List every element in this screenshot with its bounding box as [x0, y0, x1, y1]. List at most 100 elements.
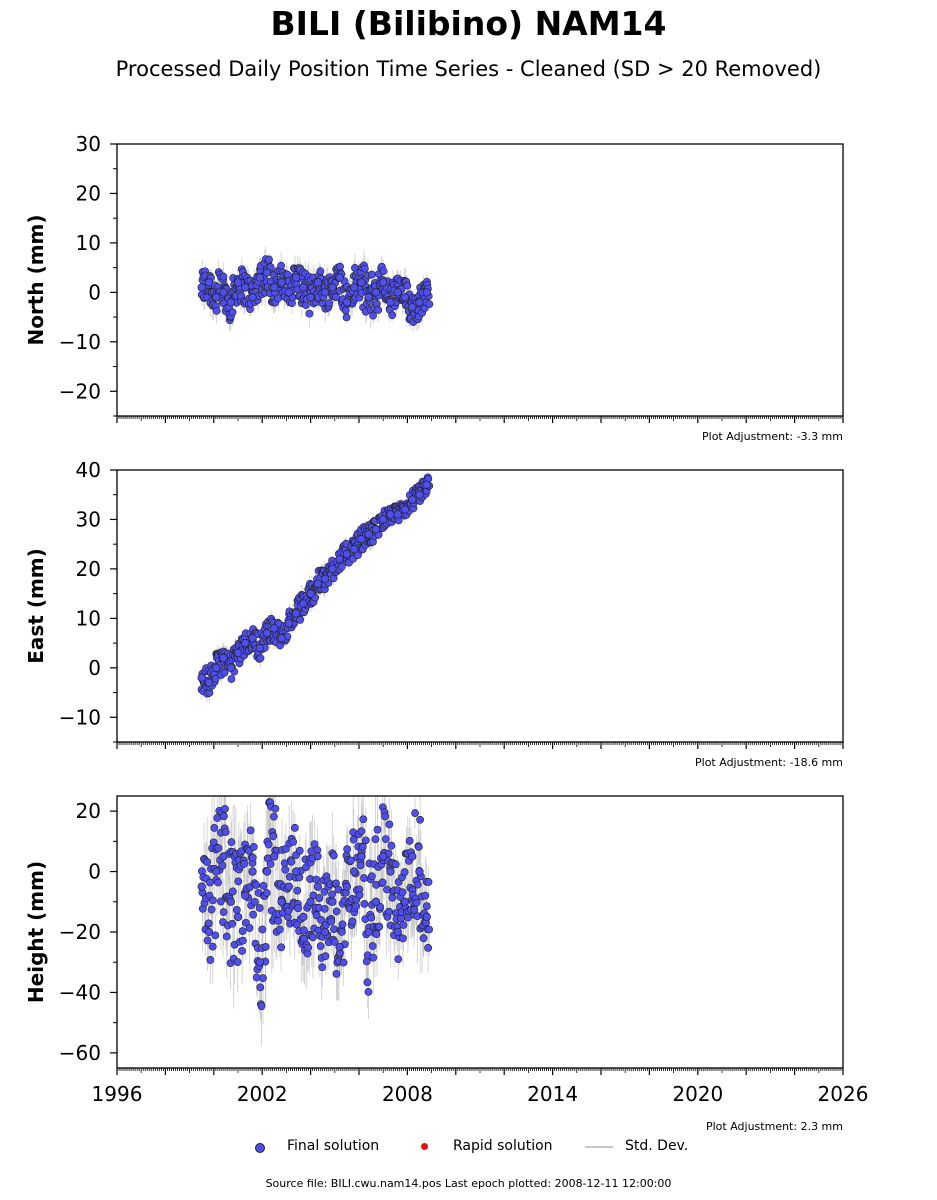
- data-point: [211, 674, 220, 683]
- data-point: [398, 888, 407, 897]
- data-point: [360, 264, 369, 273]
- series-point: [335, 942, 344, 952]
- series-point: [393, 510, 402, 519]
- data-point: [261, 942, 270, 951]
- data-point: [358, 843, 367, 851]
- series-point: [408, 303, 417, 312]
- data-point: [373, 825, 382, 834]
- series-point: [270, 624, 279, 633]
- series-point: [313, 882, 323, 891]
- data-point: [258, 925, 267, 934]
- data-point: [265, 255, 273, 264]
- series-point: [357, 852, 366, 861]
- y-axis-label: North (mm): [24, 214, 48, 345]
- data-point: [233, 958, 242, 966]
- data-point: [332, 293, 340, 302]
- data-point: [328, 890, 336, 899]
- data-point: [209, 896, 217, 905]
- series-point: [371, 525, 381, 534]
- series-point: [379, 515, 388, 524]
- data-point: [332, 907, 341, 916]
- data-point: [221, 804, 229, 813]
- series-point: [299, 599, 308, 608]
- y-tick-label: −20: [59, 920, 101, 944]
- series-point: [255, 643, 264, 653]
- data-point: [219, 272, 228, 281]
- series-point: [262, 867, 272, 876]
- data-point: [339, 958, 348, 967]
- data-point: [240, 859, 249, 868]
- series-point: [342, 549, 352, 559]
- data-point: [367, 913, 376, 922]
- data-point: [321, 952, 330, 961]
- data-point: [302, 863, 310, 872]
- data-point: [228, 887, 237, 896]
- series-point: [277, 278, 286, 287]
- data-point: [410, 905, 419, 914]
- legend-label-std: Std. Dev.: [625, 1138, 689, 1154]
- y-tick-label: 0: [88, 656, 101, 680]
- data-point: [248, 853, 257, 862]
- data-point: [214, 878, 222, 887]
- series-point: [248, 293, 257, 302]
- series-point: [197, 882, 206, 891]
- data-point: [329, 851, 338, 860]
- series-point: [212, 663, 221, 672]
- data-point: [211, 931, 220, 940]
- y-tick-label: 0: [88, 280, 101, 304]
- series-point: [197, 283, 206, 292]
- data-point: [352, 902, 360, 911]
- std-dev-line-icon: [585, 1146, 613, 1148]
- data-point: [391, 860, 400, 869]
- series-point: [299, 912, 308, 922]
- data-point: [425, 300, 434, 309]
- series-point: [277, 897, 286, 906]
- data-point: [220, 812, 228, 821]
- plot-area: [197, 471, 434, 704]
- data-point: [337, 562, 346, 571]
- series-point: [320, 927, 330, 937]
- data-point: [269, 832, 278, 841]
- series-point: [400, 293, 410, 302]
- y-tick-label: −60: [59, 1041, 101, 1065]
- data-point: [312, 875, 321, 884]
- series-point: [299, 283, 308, 292]
- data-point: [309, 933, 317, 942]
- data-point: [259, 974, 267, 983]
- data-point: [381, 835, 390, 844]
- data-point: [293, 886, 302, 895]
- data-point: [239, 936, 247, 945]
- data-point: [385, 907, 393, 916]
- data-point: [347, 856, 355, 865]
- data-point: [424, 943, 433, 952]
- series-point: [350, 867, 359, 876]
- series-point: [219, 288, 228, 297]
- series-point: [400, 897, 410, 906]
- series-point: [197, 673, 206, 682]
- series-point: [270, 852, 279, 861]
- data-point: [204, 919, 213, 928]
- panel-2: −60 −40 −20 0 20 1996 2002 2008 2014 2020 2026 Heig…: [24, 795, 868, 1133]
- data-point: [203, 936, 212, 945]
- data-point: [214, 844, 223, 853]
- series-point: [328, 897, 337, 906]
- y-tick-label: 30: [76, 507, 101, 531]
- data-point: [300, 926, 308, 935]
- data-point: [361, 836, 370, 845]
- data-point: [266, 860, 275, 868]
- series-point: [204, 927, 214, 937]
- data-point: [369, 311, 377, 320]
- series-point: [241, 283, 250, 292]
- data-point: [249, 910, 258, 919]
- series-point: [400, 505, 410, 514]
- series-point: [226, 663, 235, 672]
- data-point: [364, 987, 373, 996]
- series-point: [415, 867, 424, 876]
- data-point: [371, 835, 380, 844]
- series-point: [350, 283, 359, 292]
- y-tick-label: 20: [76, 181, 101, 205]
- data-point: [320, 887, 329, 896]
- series-point: [241, 638, 250, 648]
- data-point: [304, 943, 313, 952]
- series-point: [335, 554, 344, 564]
